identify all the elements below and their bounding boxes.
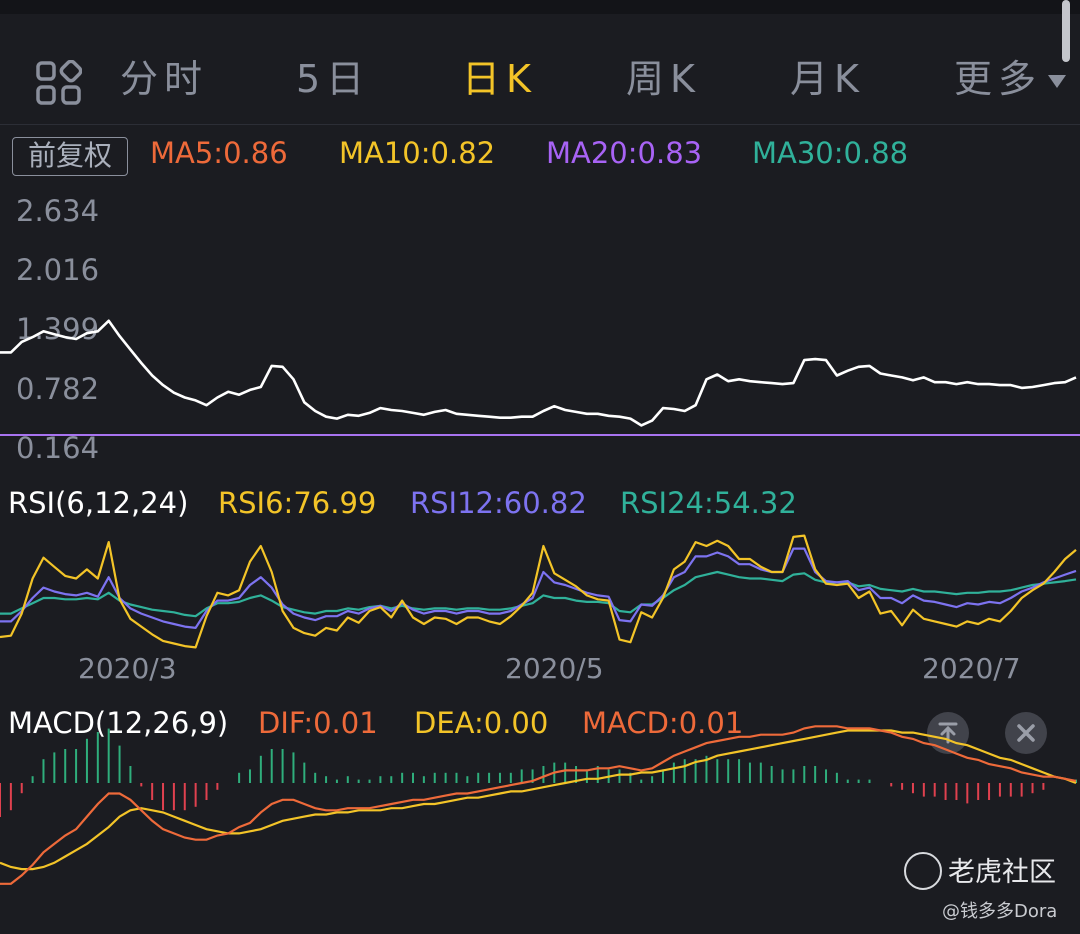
price-ytick: 0.782 [16,372,100,406]
macd-line-dea [0,729,1077,871]
adjust-button[interactable]: 前复权 [12,137,128,176]
period-tabs: 分时 5日 日K 周K 月K 更多 [0,14,1080,124]
macd-line-dif [0,725,1077,885]
rsi24-label: RSI24:54.32 [620,486,797,520]
caret-down-icon [1048,75,1067,88]
dea-label: DEA:0.00 [414,706,549,740]
dif-label: DIF:0.01 [258,706,378,740]
rsi12-label: RSI12:60.82 [410,486,587,520]
price-line [0,319,1077,427]
tab-weekly-k[interactable]: 周K [626,57,701,101]
tab-daily-k[interactable]: 日K [462,57,537,101]
tab-more[interactable]: 更多 [954,48,1067,103]
ma30-label: MA30:0.88 [752,136,909,170]
close-icon[interactable] [1005,712,1047,754]
price-ytick: 2.634 [16,194,100,228]
tab-intraday[interactable]: 分时 [120,57,209,101]
tab-more-label: 更多 [954,57,1043,101]
top-strip [0,0,1080,14]
rsi6-label: RSI6:76.99 [218,486,377,520]
tiger-logo-icon [904,852,942,890]
price-ytick: 2.016 [16,253,100,287]
tab-monthly-k[interactable]: 月K [790,57,865,101]
rsi-line-rsi24 [0,570,1077,618]
to-top-icon[interactable] [927,712,969,754]
macd-label: MACD:0.01 [582,706,744,740]
tabs-divider [0,124,1080,125]
ma20-label: MA20:0.83 [546,136,703,170]
rsi-line-rsi12 [0,547,1077,630]
rsi-title: RSI(6,12,24) [8,486,189,520]
grid-icon[interactable] [36,60,82,106]
ma5-label: MA5:0.86 [150,136,288,170]
price-ytick: 0.164 [16,431,100,465]
rsi-line-rsi6 [0,534,1077,649]
tab-5day[interactable]: 5日 [296,57,371,101]
price-ytick: 1.399 [16,312,100,346]
ma10-label: MA10:0.82 [339,136,496,170]
x-tick-label: 2020/3 [78,652,177,685]
watermark-brand: 老虎社区 [948,857,1056,888]
x-tick-label: 2020/7 [922,652,1021,685]
scrollbar-thumb[interactable] [1062,0,1070,62]
close-glyph [1017,724,1035,742]
macd-title: MACD(12,26,9) [8,706,229,740]
watermark-user: @钱多多Dora [942,901,1058,922]
x-tick-label: 2020/5 [505,652,604,685]
